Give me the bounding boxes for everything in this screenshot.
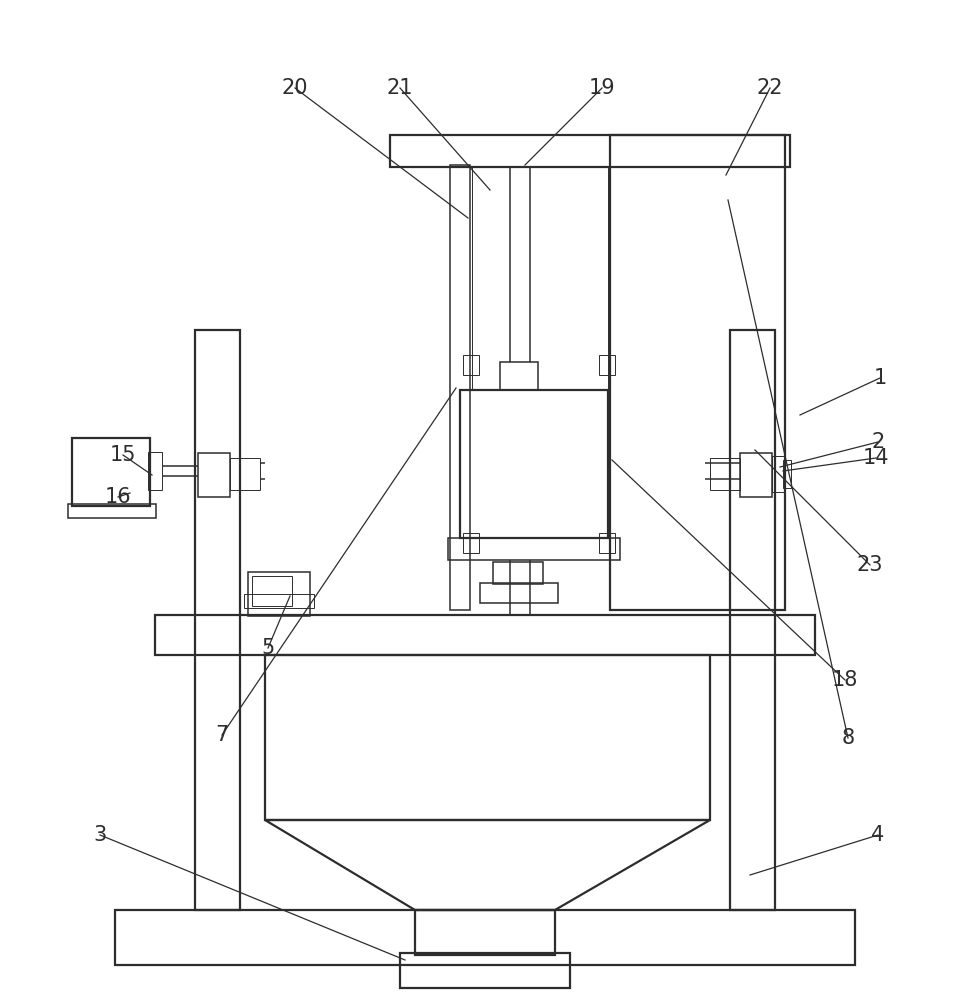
Bar	[730, 330, 774, 910]
Text: 5: 5	[261, 638, 274, 658]
Bar	[72, 438, 150, 506]
Text: 21: 21	[387, 78, 413, 98]
Bar	[610, 135, 784, 610]
Text: 20: 20	[281, 78, 308, 98]
Bar	[492, 562, 543, 584]
Text: 3: 3	[93, 825, 107, 845]
Bar	[399, 953, 570, 988]
Text: 4: 4	[870, 825, 884, 845]
Bar	[195, 330, 239, 910]
Bar	[739, 453, 771, 497]
Text: 15: 15	[109, 445, 136, 465]
Bar	[155, 615, 814, 655]
Bar	[462, 533, 479, 553]
Bar	[480, 583, 557, 603]
Bar	[198, 453, 230, 497]
Bar	[252, 576, 292, 606]
Text: 16: 16	[105, 487, 131, 507]
Bar	[390, 135, 789, 167]
Bar	[459, 390, 608, 538]
Text: 8: 8	[840, 728, 854, 748]
Text: 14: 14	[861, 448, 889, 468]
Bar	[448, 538, 619, 560]
Text: 2: 2	[870, 432, 884, 452]
Text: 19: 19	[588, 78, 614, 98]
Bar	[230, 458, 260, 490]
Bar	[499, 362, 538, 390]
Bar	[599, 533, 614, 553]
Text: 7: 7	[215, 725, 229, 745]
Text: 1: 1	[872, 368, 886, 388]
Bar	[244, 594, 314, 608]
Bar	[462, 355, 479, 375]
Bar	[68, 504, 156, 518]
Bar	[115, 910, 854, 965]
Text: 22: 22	[756, 78, 782, 98]
Bar	[782, 460, 790, 488]
Bar	[450, 165, 470, 610]
Text: 23: 23	[856, 555, 883, 575]
Bar	[771, 456, 783, 492]
Text: 18: 18	[831, 670, 858, 690]
Bar	[248, 572, 310, 616]
Bar	[415, 910, 554, 955]
Bar	[265, 655, 709, 820]
Bar	[148, 452, 162, 490]
Bar	[599, 355, 614, 375]
Bar	[709, 458, 739, 490]
